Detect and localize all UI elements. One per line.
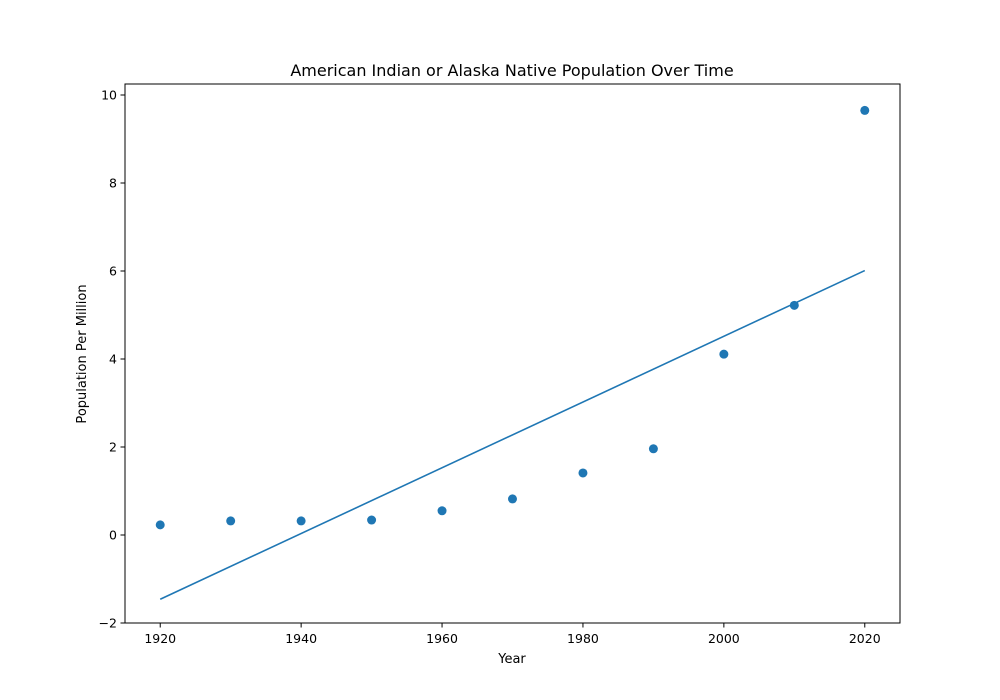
x-tick-label: 2020 <box>849 631 881 646</box>
y-tick-label: 8 <box>109 176 117 191</box>
data-point <box>578 468 588 478</box>
data-point <box>508 494 517 504</box>
x-tick-label: 2000 <box>708 631 740 646</box>
data-point <box>296 516 306 526</box>
y-tick-label: −2 <box>99 616 117 631</box>
plot-area <box>155 105 870 600</box>
data-point <box>437 506 447 516</box>
chart-title: American Indian or Alaska Native Populat… <box>290 61 733 80</box>
x-tick-label: 1980 <box>567 631 599 646</box>
x-axis: 1920 1940 1960 1980 2000 2020 <box>144 623 881 646</box>
x-tick-label: 1960 <box>426 631 458 646</box>
trend-line <box>159 269 866 600</box>
data-point <box>860 105 870 115</box>
data-point <box>226 516 236 526</box>
x-axis-label: Year <box>497 652 526 667</box>
y-tick-label: 0 <box>109 528 117 543</box>
data-point <box>367 515 377 525</box>
data-point <box>648 444 658 454</box>
y-tick-label: 4 <box>109 352 117 367</box>
plot-frame <box>124 83 901 624</box>
x-tick-label: 1940 <box>285 631 317 646</box>
y-tick-label: 2 <box>109 440 117 455</box>
x-tick-label: 1920 <box>144 631 176 646</box>
y-tick-label: 10 <box>101 88 117 103</box>
y-axis-label: Population Per Million <box>75 284 90 423</box>
y-axis: −2 0 2 4 6 8 10 <box>99 88 125 631</box>
data-point <box>719 349 729 359</box>
data-point <box>155 520 165 530</box>
y-tick-label: 6 <box>109 264 117 279</box>
